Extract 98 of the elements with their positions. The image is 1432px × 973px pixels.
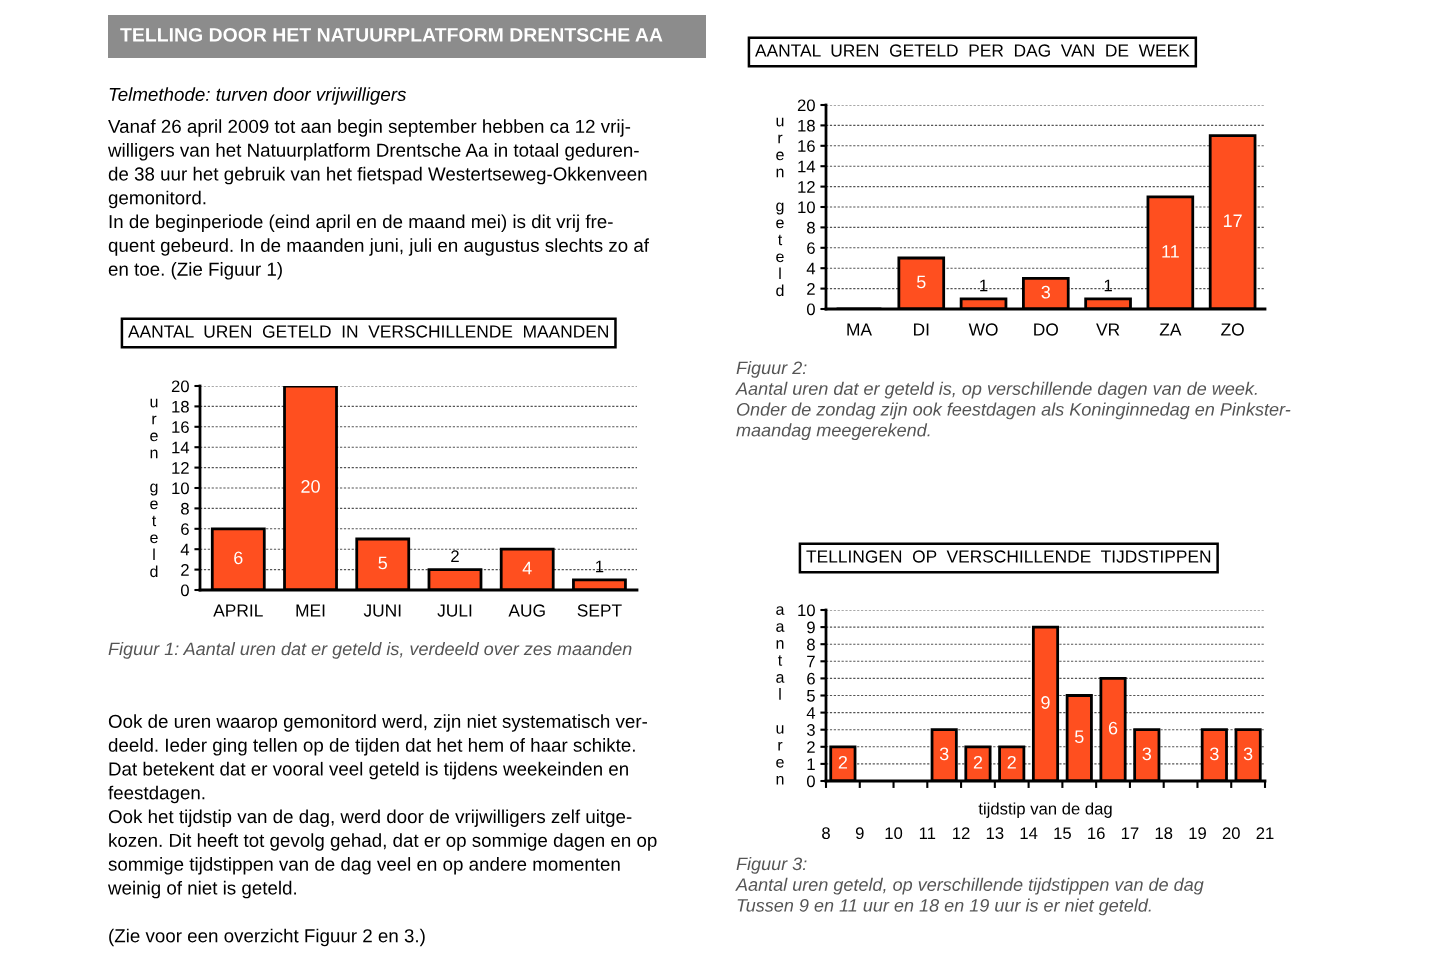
chart-title: AANTAL UREN GETELD IN VERSCHILLENDE MAANDEN: [128, 325, 608, 338]
y-tick-label: 2: [807, 741, 815, 753]
y-tick-label: 12: [798, 181, 815, 193]
y-tick-label: 6: [807, 672, 815, 685]
text: TELLING DOOR HET NATUURPLATFORM DRENTSCHE AA: [120, 27, 663, 42]
y-tick-label: 4: [806, 707, 816, 719]
y-tick-label: 2: [807, 283, 815, 295]
y-tick-label: 18: [172, 400, 189, 413]
text: aantal uren: [776, 606, 785, 785]
data-label: 2: [973, 755, 983, 769]
x-tick-label: 12: [953, 827, 970, 839]
y-tick-label: 1: [807, 758, 815, 770]
x-tick-label: 11: [919, 827, 936, 839]
x-tick-label: 8: [822, 827, 830, 840]
y-tick-label: 10: [172, 482, 189, 495]
y-tick-label: 4: [806, 262, 816, 275]
text: uren geteld: [776, 117, 784, 297]
y-tick-label: 8: [807, 221, 815, 234]
y-tick-label: 20: [797, 99, 815, 112]
y-tick-label: 3: [806, 724, 815, 736]
data-label: 2: [838, 755, 847, 769]
y-tick-label: 12: [172, 462, 189, 474]
y-tick-label: 16: [172, 421, 189, 433]
text: Figuur 3: Aantal uren geteld, op verschillende tijdstippen van de dag Tussen 9 en 11 uur en 18 en 19 uur is er niet geteld.: [735, 857, 1204, 916]
y-tick-label: 7: [807, 655, 815, 668]
x-tick-label: 13: [986, 827, 1004, 840]
data-label: 6: [234, 551, 243, 565]
text: In de beginperiode (eind april en de maand mei) is dit vrij fre- quent gebeurd. In de maanden juni, juli en augustus slechts zo af en toe. (Zie Figuur 1): [108, 214, 650, 280]
data-label: 20: [301, 480, 320, 493]
y-tick-label: 0: [806, 775, 815, 788]
data-label: 1: [980, 279, 988, 292]
x-tick-label: 9: [855, 827, 864, 840]
y-tick-label: 2: [181, 564, 189, 576]
x-tick-label: MA: [847, 323, 872, 336]
x-tick-label: DO: [1034, 323, 1058, 336]
x-tick-label: MEI: [296, 604, 325, 617]
data-label: 1: [1104, 279, 1112, 292]
data-label: 17: [1223, 214, 1242, 227]
y-tick-label: 20: [171, 380, 189, 393]
text: Telmethode: turven door vrijwilligers: [109, 87, 407, 105]
x-tick-label: VR: [1096, 323, 1120, 336]
x-tick-label: WO: [968, 323, 998, 336]
y-tick-label: 0: [180, 584, 189, 597]
y-tick-label: 5: [806, 690, 815, 702]
data-label: 3: [1041, 285, 1051, 299]
chart-title: TELLINGEN OP VERSCHILLENDE TIJDSTIPPEN: [806, 550, 1211, 563]
x-tick-label: ZO: [1221, 323, 1244, 336]
text: (Zie voor een overzicht Figuur 2 en 3.): [109, 928, 425, 947]
y-tick-label: 6: [807, 242, 815, 254]
x-axis-title: tijdstip van de dag: [978, 802, 1112, 818]
y-tick-label: 18: [798, 119, 815, 132]
data-label: 3: [1142, 747, 1152, 761]
data-label: 3: [1210, 747, 1219, 761]
x-tick-label: SEPT: [577, 604, 622, 617]
x-tick-label: ZA: [1159, 323, 1182, 336]
text: Figuur 1: Aantal uren dat er geteld is, verdeeld over zes maanden: [108, 642, 632, 659]
y-tick-label: 9: [807, 621, 815, 634]
y-tick-label: 4: [180, 543, 190, 556]
x-tick-label: 17: [1121, 827, 1139, 839]
x-tick-label: 19: [1189, 827, 1206, 840]
x-tick-label: AUG: [508, 604, 545, 617]
text: Ook de uren waarop gemonitord werd, zijn niet systematisch ver- deeld. Ieder ging tellen op de tijden dat het hem of haar schikte. Dat betekent dat er vooral veel geteld is tijdens weekeinden en feestdagen.: [108, 714, 647, 804]
y-tick-label: 14: [798, 160, 816, 173]
y-tick-label: 16: [798, 140, 815, 152]
x-tick-label: JUNI: [363, 604, 401, 617]
x-tick-label: 18: [1155, 827, 1173, 840]
data-label: 11: [1162, 245, 1179, 258]
x-tick-label: 10: [885, 827, 903, 840]
x-tick-label: 20: [1222, 827, 1240, 840]
x-tick-label: 14: [1020, 827, 1038, 839]
data-label: 6: [1108, 721, 1118, 735]
data-label: 3: [1243, 747, 1253, 761]
y-tick-label: 8: [181, 502, 189, 515]
y-tick-label: 0: [806, 303, 815, 316]
text: uren geteld: [150, 398, 158, 578]
data-label: 5: [916, 275, 926, 289]
data-label: 2: [1007, 755, 1016, 769]
data-label: 5: [378, 556, 388, 570]
x-tick-label: DI: [914, 323, 929, 336]
x-tick-label: 16: [1088, 827, 1105, 840]
y-tick-label: 8: [807, 638, 815, 651]
chart-title: AANTAL UREN GETELD PER DAG VAN DE WEEK: [755, 44, 1190, 57]
data-label: 4: [522, 561, 532, 575]
y-tick-label: 10: [798, 201, 815, 214]
x-tick-label: APRIL: [213, 604, 263, 617]
y-tick-label: 14: [172, 441, 190, 454]
text: Ook het tijdstip van de dag, werd door de vrijwilligers zelf uitge- kozen. Dit heeft tot gevolg gehad, dat er op sommige dagen en op sommige tijdstippen van de dag veel en op andere momenten weinig of niet is geteld.: [107, 809, 657, 899]
data-label: 9: [1041, 696, 1050, 709]
data-label: 2: [451, 550, 459, 562]
x-tick-label: 15: [1054, 827, 1071, 840]
text: Figuur 2: Aantal uren dat er geteld is, op verschillende dagen van de week. Onder de zondag zijn ook feestdagen als Koninginnedag en Pinkster- maandag meegerekend.: [735, 361, 1291, 441]
y-tick-label: 6: [181, 523, 189, 535]
data-label: 3: [939, 747, 949, 761]
text: Vanaf 26 april 2009 tot aan begin september hebben ca 12 vrij- willigers van het Natuurplatform Drentsche Aa in totaal geduren- de 38 uur het gebruik van het fietspad Westertseweg-Okkenveen gemonitord.: [107, 119, 647, 209]
x-tick-label: JULI: [437, 604, 472, 617]
data-label: 5: [1074, 730, 1084, 744]
data-label: 1: [596, 560, 604, 573]
x-tick-label: 21: [1256, 827, 1274, 839]
